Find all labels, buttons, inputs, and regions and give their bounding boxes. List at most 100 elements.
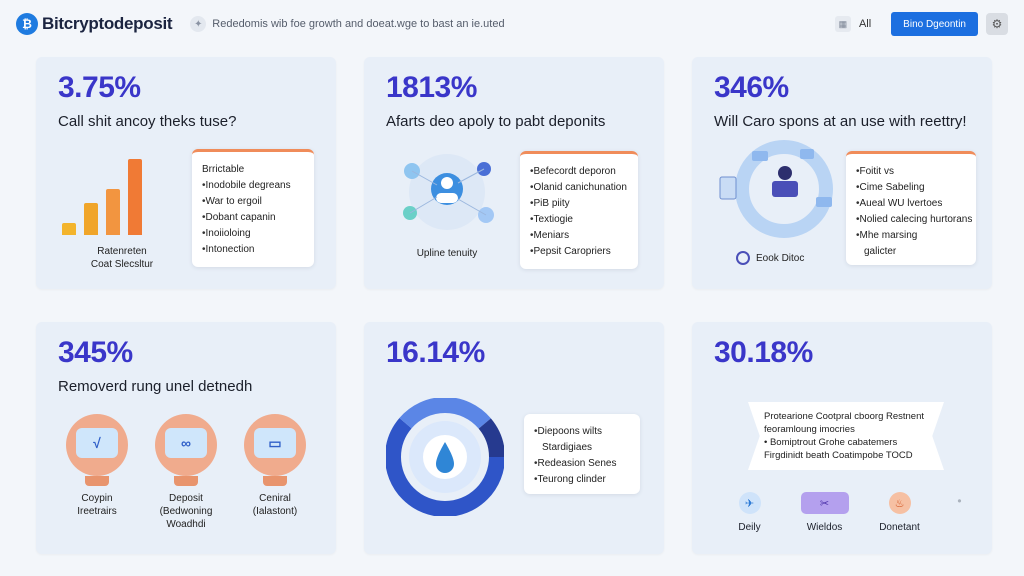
list-item: Cime Sabeling (856, 180, 966, 196)
action-label: Deily (738, 522, 761, 533)
book-link[interactable]: Eook Ditoc (736, 251, 804, 265)
stat-card-2: 1813% Afarts deo apoly to pabt deponits … (364, 57, 664, 289)
ribbon-line: • Bomiptrout Grohe cabatemers (764, 437, 898, 448)
panel-heading: Brrictable (202, 164, 245, 175)
settings-icon[interactable]: ⚙ (986, 13, 1008, 35)
stat-value: 30.18% (714, 336, 813, 369)
list-item: Inodobile degreans (202, 178, 304, 194)
info-panel: Brrictable Inodobile degreans War to erg… (192, 149, 314, 267)
info-panel: Befecordt deporon Olanid canichunation P… (520, 151, 638, 269)
list-item: Diepoons wilts (534, 424, 630, 440)
tagline-text: Rededomis wib foe growth and doeat.wge t… (212, 18, 505, 30)
bar-3 (106, 189, 120, 235)
primary-cta-button[interactable]: Bino Dgeontin (891, 12, 978, 36)
bulb-illustration: √ (66, 414, 128, 476)
list-item: Aueal WU lvertoes (856, 196, 966, 212)
list-item: galicter (864, 246, 897, 257)
bar-4 (128, 159, 142, 235)
action-label: Donetant (879, 522, 920, 533)
ribbon-item: Bomiptrout Grohe cabatemers (769, 437, 898, 448)
list-item: Redeasion Senes (534, 456, 630, 472)
card-title: Call shit ancoy theks tuse? (58, 113, 237, 130)
ribbon-banner: Protearione Cootpral cboorg Restnent feo… (748, 402, 944, 470)
chart-icon: √ (76, 428, 118, 458)
bulb-illustration: ▭ (244, 414, 306, 476)
caption-line: Woadhdi (166, 519, 206, 530)
list-item: Nolied calecing hurtorans (856, 212, 973, 228)
caption-line: Coypin (81, 493, 113, 504)
list-item: Inoiioloing (202, 226, 304, 242)
brand-mark-icon: ₿ (16, 13, 38, 35)
list-item: Dobant capanin (202, 210, 304, 226)
caption-line: Ceniral (259, 493, 291, 504)
caption-line: Coat Slecsltur (90, 259, 154, 270)
caption-line: (Ialastont) (252, 506, 298, 517)
list-item: PiB piity (530, 196, 628, 212)
sparkle-icon: ✦ (190, 16, 207, 32)
bulb-illustration: ∞ (155, 414, 217, 476)
bar-chart (62, 155, 162, 235)
donut-illustration (386, 398, 504, 516)
tagline: ✦ Rededomis wib foe growth and doeat.wge… (190, 16, 505, 32)
stat-card-5: 16.14% Diepoons wilts Stardigiaes Redeas… (364, 322, 664, 554)
card-caption: Ratenreten Coat Slecsltur (72, 245, 172, 271)
action-donate[interactable]: ♨ Donetant (870, 492, 930, 533)
grid-icon[interactable]: ▦ (834, 16, 851, 32)
stat-card-1: 3.75% Call shit ancoy theks tuse? Ratenr… (36, 57, 336, 289)
stat-value: 346% (714, 71, 789, 104)
list-item: Mhe marsing (856, 228, 966, 244)
all-filter[interactable]: All (858, 18, 872, 30)
list-item: War to ergoil (202, 194, 304, 210)
bulb-base (174, 476, 198, 486)
card-caption: Eook Ditoc (756, 252, 805, 264)
bar-1 (62, 223, 76, 235)
list-item: Teurong clinder (534, 472, 630, 488)
ribbon-line: Firgdinidt beath Coatimpobe TOCD (764, 450, 913, 461)
stat-value: 16.14% (386, 336, 485, 369)
brand-logo[interactable]: ₿ Bitcryptodeposit (16, 13, 173, 35)
caption-line: Ratenreten (97, 246, 147, 257)
card-icon: ▭ (254, 428, 296, 458)
caption-line: (Bedwoning (159, 506, 213, 517)
caption-line: Deposit (169, 493, 203, 504)
stat-value: 345% (58, 336, 133, 369)
action-more[interactable]: • (945, 492, 975, 510)
plane-icon: ✈ (738, 492, 761, 514)
action-label: Wieldos (806, 522, 843, 533)
ribbon-line: Protearione Cootpral cboorg Restnent (764, 411, 925, 422)
list-item: Befecordt deporon (530, 164, 628, 180)
infinity-icon: ∞ (165, 428, 207, 458)
caption-line: Ireetrairs (77, 506, 117, 517)
info-panel: Diepoons wilts Stardigiaes Redeasion Sen… (524, 414, 640, 494)
more-icon: • (957, 494, 962, 508)
tool-icon: ✂ (800, 492, 849, 514)
circle-icon (736, 251, 750, 265)
ribbon-line: feoramloung imocries (764, 424, 855, 435)
stat-value: 1813% (386, 71, 477, 104)
action-daily[interactable]: ✈ Deily (720, 492, 780, 533)
list-item: Textiogie (530, 212, 628, 228)
flame-icon: ♨ (888, 492, 911, 514)
bulb-caption: Ceniral (Ialastont) (225, 492, 325, 518)
stat-card-3: 346% Will Caro spons at an use with reet… (692, 57, 992, 289)
stat-card-4: 345% Removerd rung unel detnedh √ Coypin… (36, 322, 336, 554)
list-item: Pepsit Caropriers (530, 244, 628, 260)
card-title: Afarts deo apoly to pabt deponits (386, 113, 606, 130)
network-illustration (403, 154, 494, 230)
info-panel: Foitit vs Cime Sabeling Aueal WU lvertoe… (846, 151, 976, 265)
action-widgets[interactable]: ✂ Wieldos (795, 492, 855, 533)
header-actions: ▦ All Bino Dgeontin ⚙ (834, 12, 1008, 36)
bulb-caption: Deposit (Bedwoning Woadhdi (136, 492, 236, 531)
bulb-base (263, 476, 287, 486)
list-item: Meniars (530, 228, 628, 244)
brand-name: Bitcryptodeposit (42, 14, 173, 33)
card-title: Will Caro spons at an use with reettry! (714, 113, 967, 130)
list-item: Stardigiaes (542, 442, 593, 453)
list-item: Foitit vs (856, 164, 966, 180)
orbit-illustration (719, 140, 833, 238)
list-item: Olanid canichunation (530, 180, 628, 196)
list-item: Intonection (202, 242, 304, 258)
top-header: ₿ Bitcryptodeposit ✦ Rededomis wib foe g… (0, 0, 1024, 48)
bottom-actions: ✈ Deily ✂ Wieldos ♨ Donetant • (712, 492, 982, 533)
card-caption: Upline tenuity (416, 248, 478, 259)
